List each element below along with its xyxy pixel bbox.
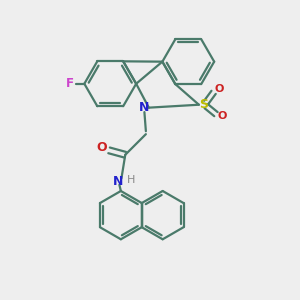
Text: F: F [66, 77, 74, 90]
Text: S: S [199, 98, 208, 111]
Text: O: O [215, 83, 224, 94]
Text: N: N [113, 175, 123, 188]
Text: H: H [127, 175, 135, 185]
Text: O: O [96, 141, 107, 154]
Text: N: N [139, 101, 150, 114]
Text: O: O [218, 112, 227, 122]
